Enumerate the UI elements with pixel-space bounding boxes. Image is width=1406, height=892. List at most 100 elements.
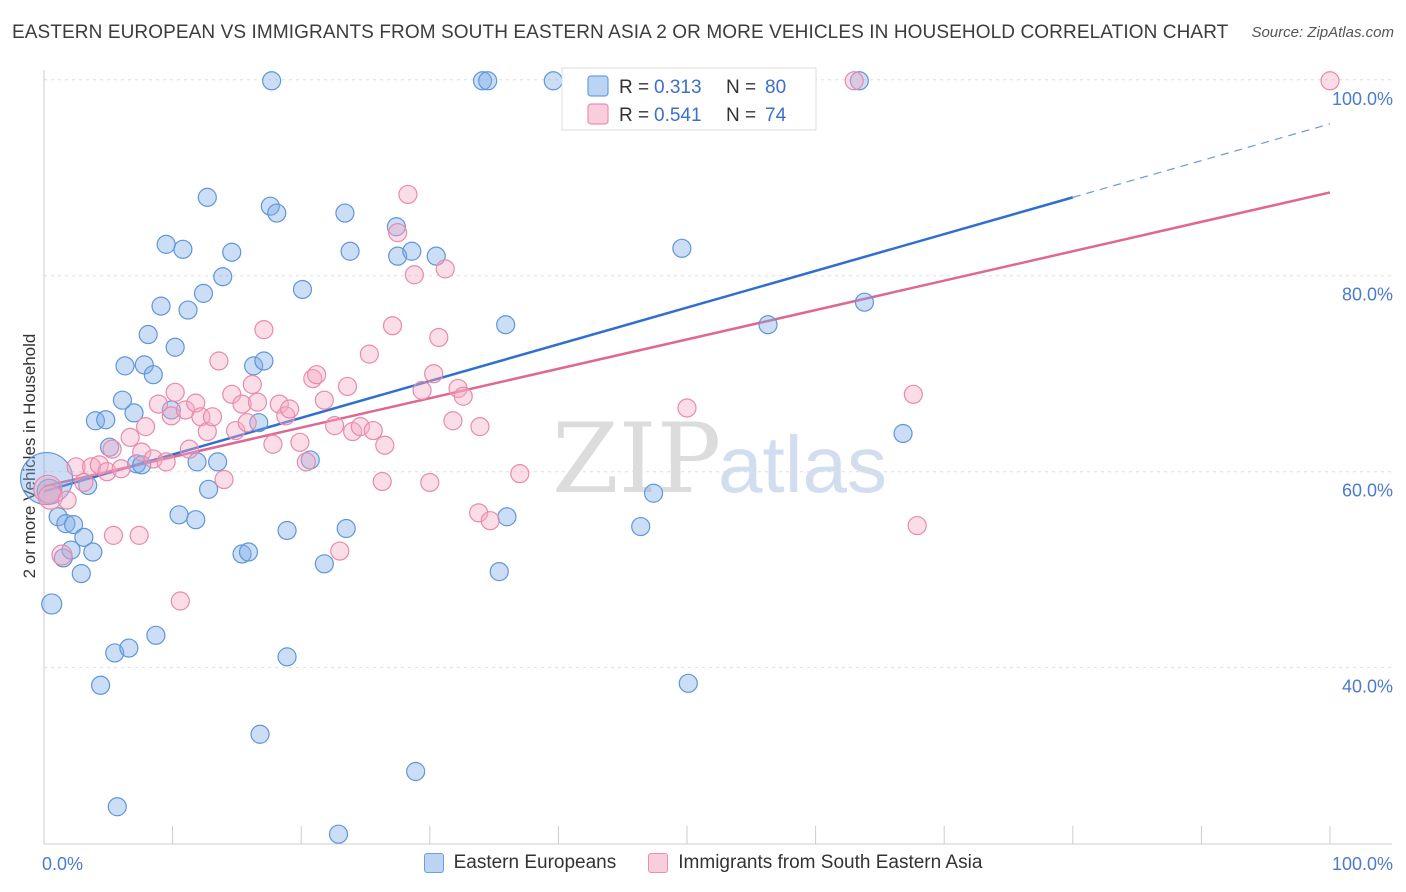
point-eastern-european bbox=[63, 515, 84, 535]
axes bbox=[43, 70, 1392, 845]
point-eastern-european bbox=[173, 239, 193, 259]
point-eastern-european bbox=[478, 71, 498, 91]
point-sea-immigrant bbox=[232, 394, 252, 414]
point-eastern-european bbox=[328, 824, 349, 844]
point-eastern-european bbox=[178, 300, 198, 320]
trend-line-1 bbox=[43, 191, 1331, 488]
point-sea-immigrant bbox=[66, 457, 86, 477]
point-sea-immigrant bbox=[214, 469, 234, 490]
point-sea-immigrant bbox=[363, 420, 383, 441]
point-sea-immigrant bbox=[420, 472, 440, 493]
point-sea-immigrant bbox=[197, 421, 217, 442]
point-eastern-european bbox=[254, 351, 274, 371]
point-sea-immigrant bbox=[111, 459, 131, 479]
point-eastern-european bbox=[386, 217, 406, 237]
bottom-legend-item-sea: Immigrants from South Eastern Asia bbox=[648, 852, 982, 874]
point-eastern-european bbox=[388, 246, 408, 266]
point-sea-immigrant bbox=[51, 544, 73, 566]
point-eastern-european bbox=[335, 203, 355, 223]
point-sea-immigrant bbox=[480, 511, 500, 531]
point-eastern-european bbox=[56, 514, 76, 534]
point-eastern-european bbox=[222, 242, 242, 262]
point-eastern-european bbox=[249, 413, 269, 433]
point-eastern-european bbox=[250, 724, 270, 744]
point-eastern-european bbox=[85, 411, 106, 431]
point-eastern-european bbox=[849, 71, 869, 91]
point-sea-immigrant bbox=[202, 407, 223, 427]
point-eastern-european bbox=[543, 71, 563, 91]
point-sea-immigrant bbox=[677, 398, 697, 418]
point-eastern-european bbox=[115, 356, 135, 376]
point-sea-immigrant bbox=[280, 399, 300, 419]
point-eastern-european bbox=[119, 638, 139, 658]
point-eastern-european bbox=[208, 452, 228, 472]
chart-title: EASTERN EUROPEAN VS IMMIGRANTS FROM SOUT… bbox=[12, 22, 1229, 43]
point-eastern-european bbox=[854, 292, 875, 312]
point-sea-immigrant bbox=[37, 484, 64, 510]
point-eastern-european bbox=[292, 279, 313, 300]
point-sea-immigrant bbox=[120, 427, 140, 448]
legend-n-label: N = bbox=[726, 77, 756, 98]
point-eastern-european bbox=[112, 390, 133, 410]
point-sea-immigrant bbox=[382, 316, 403, 336]
y-tick-label: 40.0% bbox=[1342, 677, 1393, 697]
point-sea-immigrant bbox=[404, 265, 424, 285]
point-sea-immigrant bbox=[296, 452, 316, 472]
point-eastern-european bbox=[496, 315, 516, 335]
point-sea-immigrant bbox=[33, 474, 63, 504]
point-sea-immigrant bbox=[453, 386, 473, 406]
point-sea-immigrant bbox=[337, 376, 358, 397]
watermark-zip: ZIP bbox=[552, 403, 721, 515]
point-sea-immigrant bbox=[350, 417, 370, 437]
legend-n-label: N = bbox=[726, 105, 756, 126]
legend-swatch-eastern bbox=[587, 75, 609, 97]
point-sea-immigrant bbox=[74, 472, 94, 493]
point-eastern-european bbox=[267, 203, 287, 223]
point-eastern-european bbox=[336, 518, 356, 539]
point-eastern-european bbox=[402, 241, 422, 261]
point-sea-immigrant bbox=[81, 457, 102, 477]
point-sea-immigrant bbox=[470, 417, 490, 437]
point-eastern-european bbox=[213, 267, 233, 287]
point-eastern-european bbox=[83, 542, 103, 562]
point-eastern-european bbox=[277, 647, 297, 667]
point-eastern-european bbox=[406, 761, 426, 782]
correlation-legend: R = 0.313 N = 80 R = 0.541 N = 74 bbox=[561, 67, 817, 131]
point-sea-immigrant bbox=[237, 413, 257, 433]
point-eastern-european bbox=[48, 507, 68, 527]
bottom-legend-label-sea: Immigrants from South Eastern Asia bbox=[678, 852, 983, 873]
point-sea-immigrant bbox=[129, 525, 149, 545]
point-sea-immigrant bbox=[325, 416, 345, 436]
point-sea-immigrant bbox=[254, 320, 274, 340]
point-eastern-european bbox=[90, 675, 111, 695]
point-sea-immigrant bbox=[398, 184, 418, 205]
point-eastern-european bbox=[105, 643, 125, 663]
x-tick-label: 100.0% bbox=[1332, 854, 1393, 874]
point-sea-immigrant bbox=[435, 259, 455, 279]
legend-r-label: R = bbox=[619, 77, 649, 98]
legend-n-value-eastern: 80 bbox=[765, 77, 786, 98]
bottom-legend-item-eastern: Eastern Europeans bbox=[423, 852, 617, 874]
point-sea-immigrant bbox=[103, 525, 124, 545]
point-eastern-european bbox=[146, 625, 166, 645]
point-sea-immigrant bbox=[903, 384, 923, 404]
bottom-legend-label-eastern: Eastern Europeans bbox=[453, 852, 617, 873]
point-sea-immigrant bbox=[443, 411, 463, 431]
y-tick-label: 60.0% bbox=[1342, 481, 1393, 501]
legend-n-value-sea: 74 bbox=[765, 105, 787, 126]
point-sea-immigrant bbox=[1320, 71, 1340, 91]
point-sea-immigrant bbox=[247, 392, 268, 412]
point-eastern-european bbox=[165, 337, 185, 357]
point-eastern-european bbox=[96, 410, 116, 430]
bottom-legend: Eastern Europeans Immigrants from South … bbox=[0, 852, 1406, 874]
point-eastern-european bbox=[197, 187, 217, 207]
legend-r-value-sea: 0.541 bbox=[654, 105, 702, 126]
point-eastern-european bbox=[138, 324, 158, 345]
point-sea-immigrant bbox=[359, 344, 379, 364]
point-eastern-european bbox=[631, 516, 651, 537]
point-eastern-european bbox=[489, 562, 509, 582]
point-sea-immigrant bbox=[179, 439, 199, 459]
point-eastern-european bbox=[340, 241, 360, 261]
point-sea-immigrant bbox=[907, 515, 927, 536]
